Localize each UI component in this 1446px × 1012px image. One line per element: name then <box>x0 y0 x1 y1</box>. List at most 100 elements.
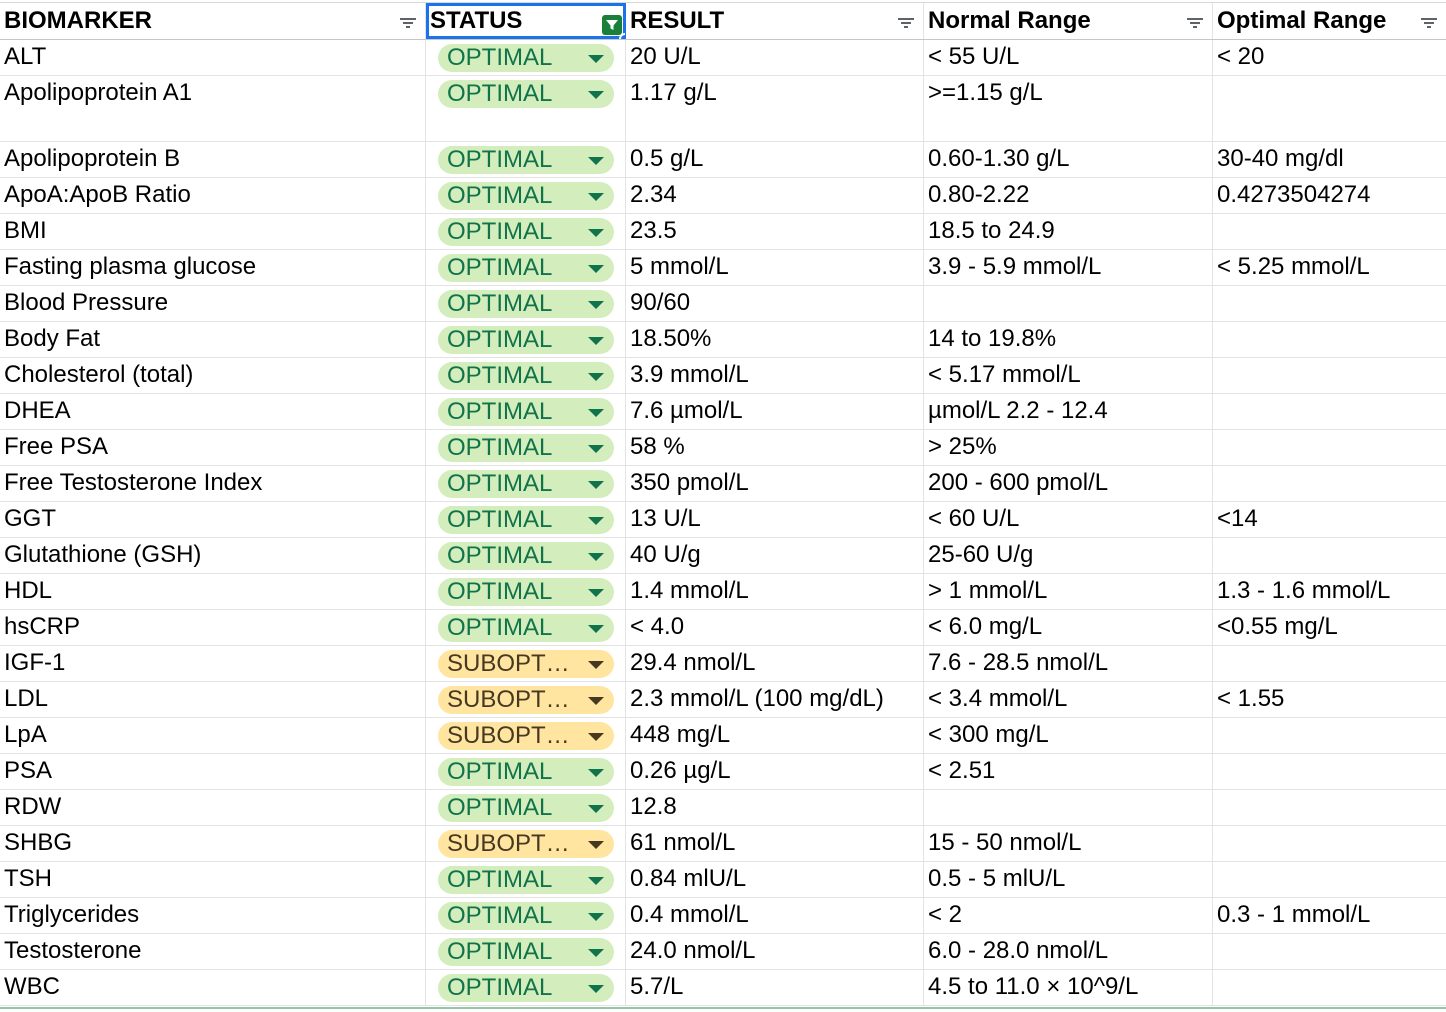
normal-range-cell[interactable]: 0.60-1.30 g/L <box>924 142 1213 177</box>
result-cell[interactable]: 350 pmol/L <box>626 466 924 501</box>
status-dropdown-chip[interactable]: OPTIMAL <box>438 254 614 282</box>
status-cell[interactable]: OPTIMAL <box>426 178 626 213</box>
filter-icon[interactable] <box>399 18 417 28</box>
optimal-range-cell[interactable]: <0.55 mg/L <box>1217 613 1338 640</box>
status-dropdown-chip[interactable]: OPTIMAL <box>438 146 614 174</box>
biomarker-cell[interactable]: LDL <box>0 682 426 717</box>
dropdown-caret-icon[interactable] <box>588 445 604 453</box>
normal-range-cell[interactable]: 7.6 - 28.5 nmol/L <box>924 646 1213 681</box>
status-dropdown-chip[interactable]: OPTIMAL <box>438 506 614 534</box>
dropdown-caret-icon[interactable] <box>588 337 604 345</box>
status-cell[interactable]: OPTIMAL <box>426 790 626 825</box>
normal-range-cell[interactable]: < 2.51 <box>924 754 1213 789</box>
normal-range-cell[interactable]: 25-60 U/g <box>924 538 1213 573</box>
status-cell[interactable]: OPTIMAL <box>426 538 626 573</box>
status-cell[interactable]: OPTIMAL <box>426 502 626 537</box>
header-status[interactable]: STATUS <box>426 3 626 39</box>
result-cell[interactable]: 5.7/L <box>626 970 924 1005</box>
biomarker-cell[interactable]: Glutathione (GSH) <box>0 538 426 573</box>
normal-range-cell[interactable]: µmol/L 2.2 - 12.4 <box>924 394 1213 429</box>
status-cell[interactable]: SUBOPT… <box>426 646 626 681</box>
dropdown-caret-icon[interactable] <box>588 517 604 525</box>
optimal-range-cell[interactable]: 0.3 - 1 mmol/L <box>1217 901 1371 928</box>
normal-range-cell[interactable]: 14 to 19.8% <box>924 322 1213 357</box>
normal-range-cell[interactable]: 3.9 - 5.9 mmol/L <box>924 250 1213 285</box>
status-cell[interactable]: OPTIMAL <box>426 40 626 75</box>
optimal-range-cell[interactable]: <14 <box>1217 505 1258 532</box>
status-dropdown-chip[interactable]: OPTIMAL <box>438 398 614 426</box>
status-cell[interactable]: OPTIMAL <box>426 214 626 249</box>
result-cell[interactable]: 24.0 nmol/L <box>626 934 924 969</box>
normal-range-cell[interactable]: > 25% <box>924 430 1213 465</box>
biomarker-cell[interactable]: hsCRP <box>0 610 426 645</box>
biomarker-cell[interactable]: DHEA <box>0 394 426 429</box>
dropdown-caret-icon[interactable] <box>588 265 604 273</box>
status-cell[interactable]: OPTIMAL <box>426 76 626 141</box>
result-cell[interactable]: 29.4 nmol/L <box>626 646 924 681</box>
result-cell[interactable]: 0.84 mlU/L <box>626 862 924 897</box>
optimal-range-cell[interactable] <box>1213 754 1446 789</box>
biomarker-cell[interactable]: BMI <box>0 214 426 249</box>
result-cell[interactable]: 0.4 mmol/L <box>626 898 924 933</box>
optimal-range-cell[interactable]: < 5.25 mmol/L <box>1217 253 1370 280</box>
optimal-range-cell[interactable]: 30-40 mg/dl <box>1217 145 1344 172</box>
status-cell[interactable]: OPTIMAL <box>426 574 626 609</box>
biomarker-cell[interactable]: Blood Pressure <box>0 286 426 321</box>
normal-range-cell[interactable]: < 2 <box>924 898 1213 933</box>
normal-range-cell[interactable]: < 60 U/L <box>924 502 1213 537</box>
biomarker-cell[interactable]: Testosterone <box>0 934 426 969</box>
status-dropdown-chip[interactable]: OPTIMAL <box>438 794 614 822</box>
status-dropdown-chip[interactable]: OPTIMAL <box>438 218 614 246</box>
dropdown-caret-icon[interactable] <box>588 301 604 309</box>
result-cell[interactable]: 1.4 mmol/L <box>626 574 924 609</box>
optimal-range-cell[interactable] <box>1213 286 1446 321</box>
dropdown-caret-icon[interactable] <box>588 91 604 99</box>
optimal-range-cell[interactable]: < 20 <box>1217 43 1265 70</box>
dropdown-caret-icon[interactable] <box>588 625 604 633</box>
optimal-range-cell[interactable] <box>1213 214 1446 249</box>
result-cell[interactable]: 2.3 mmol/L (100 mg/dL) <box>626 682 924 717</box>
optimal-range-cell[interactable] <box>1213 826 1446 861</box>
biomarker-cell[interactable]: IGF-1 <box>0 646 426 681</box>
status-cell[interactable]: OPTIMAL <box>426 142 626 177</box>
normal-range-cell[interactable]: < 6.0 mg/L <box>924 610 1213 645</box>
status-dropdown-chip[interactable]: OPTIMAL <box>438 614 614 642</box>
normal-range-cell[interactable]: > 1 mmol/L <box>924 574 1213 609</box>
dropdown-caret-icon[interactable] <box>588 157 604 165</box>
filter-icon[interactable] <box>1186 18 1204 28</box>
optimal-range-cell[interactable] <box>1213 358 1446 393</box>
normal-range-cell[interactable]: 200 - 600 pmol/L <box>924 466 1213 501</box>
normal-range-cell[interactable]: 15 - 50 nmol/L <box>924 826 1213 861</box>
dropdown-caret-icon[interactable] <box>588 877 604 885</box>
normal-range-cell[interactable] <box>924 790 1213 825</box>
status-cell[interactable]: OPTIMAL <box>426 394 626 429</box>
result-cell[interactable]: 2.34 <box>626 178 924 213</box>
normal-range-cell[interactable]: < 3.4 mmol/L <box>924 682 1213 717</box>
header-biomarker[interactable]: BIOMARKER <box>0 3 426 39</box>
biomarker-cell[interactable]: PSA <box>0 754 426 789</box>
optimal-range-cell[interactable] <box>1213 934 1446 969</box>
biomarker-cell[interactable]: HDL <box>0 574 426 609</box>
selection-fill-handle[interactable] <box>619 33 625 39</box>
dropdown-caret-icon[interactable] <box>588 661 604 669</box>
result-cell[interactable]: 61 nmol/L <box>626 826 924 861</box>
result-cell[interactable]: 23.5 <box>626 214 924 249</box>
status-cell[interactable]: OPTIMAL <box>426 358 626 393</box>
dropdown-caret-icon[interactable] <box>588 949 604 957</box>
dropdown-caret-icon[interactable] <box>588 553 604 561</box>
status-cell[interactable]: SUBOPT… <box>426 826 626 861</box>
dropdown-caret-icon[interactable] <box>588 913 604 921</box>
biomarker-cell[interactable]: Body Fat <box>0 322 426 357</box>
normal-range-cell[interactable]: 6.0 - 28.0 nmol/L <box>924 934 1213 969</box>
optimal-range-cell[interactable]: < 1.55 <box>1217 685 1285 712</box>
status-dropdown-chip[interactable]: OPTIMAL <box>438 290 614 318</box>
result-cell[interactable]: 1.17 g/L <box>626 76 924 141</box>
normal-range-cell[interactable]: >=1.15 g/L <box>924 76 1213 141</box>
biomarker-cell[interactable]: Apolipoprotein A1 <box>0 76 426 141</box>
optimal-range-cell[interactable] <box>1213 322 1446 357</box>
header-normal-range[interactable]: Normal Range <box>924 3 1213 39</box>
status-dropdown-chip[interactable]: SUBOPT… <box>438 722 614 750</box>
status-cell[interactable]: SUBOPT… <box>426 718 626 753</box>
normal-range-cell[interactable]: 18.5 to 24.9 <box>924 214 1213 249</box>
dropdown-caret-icon[interactable] <box>588 193 604 201</box>
